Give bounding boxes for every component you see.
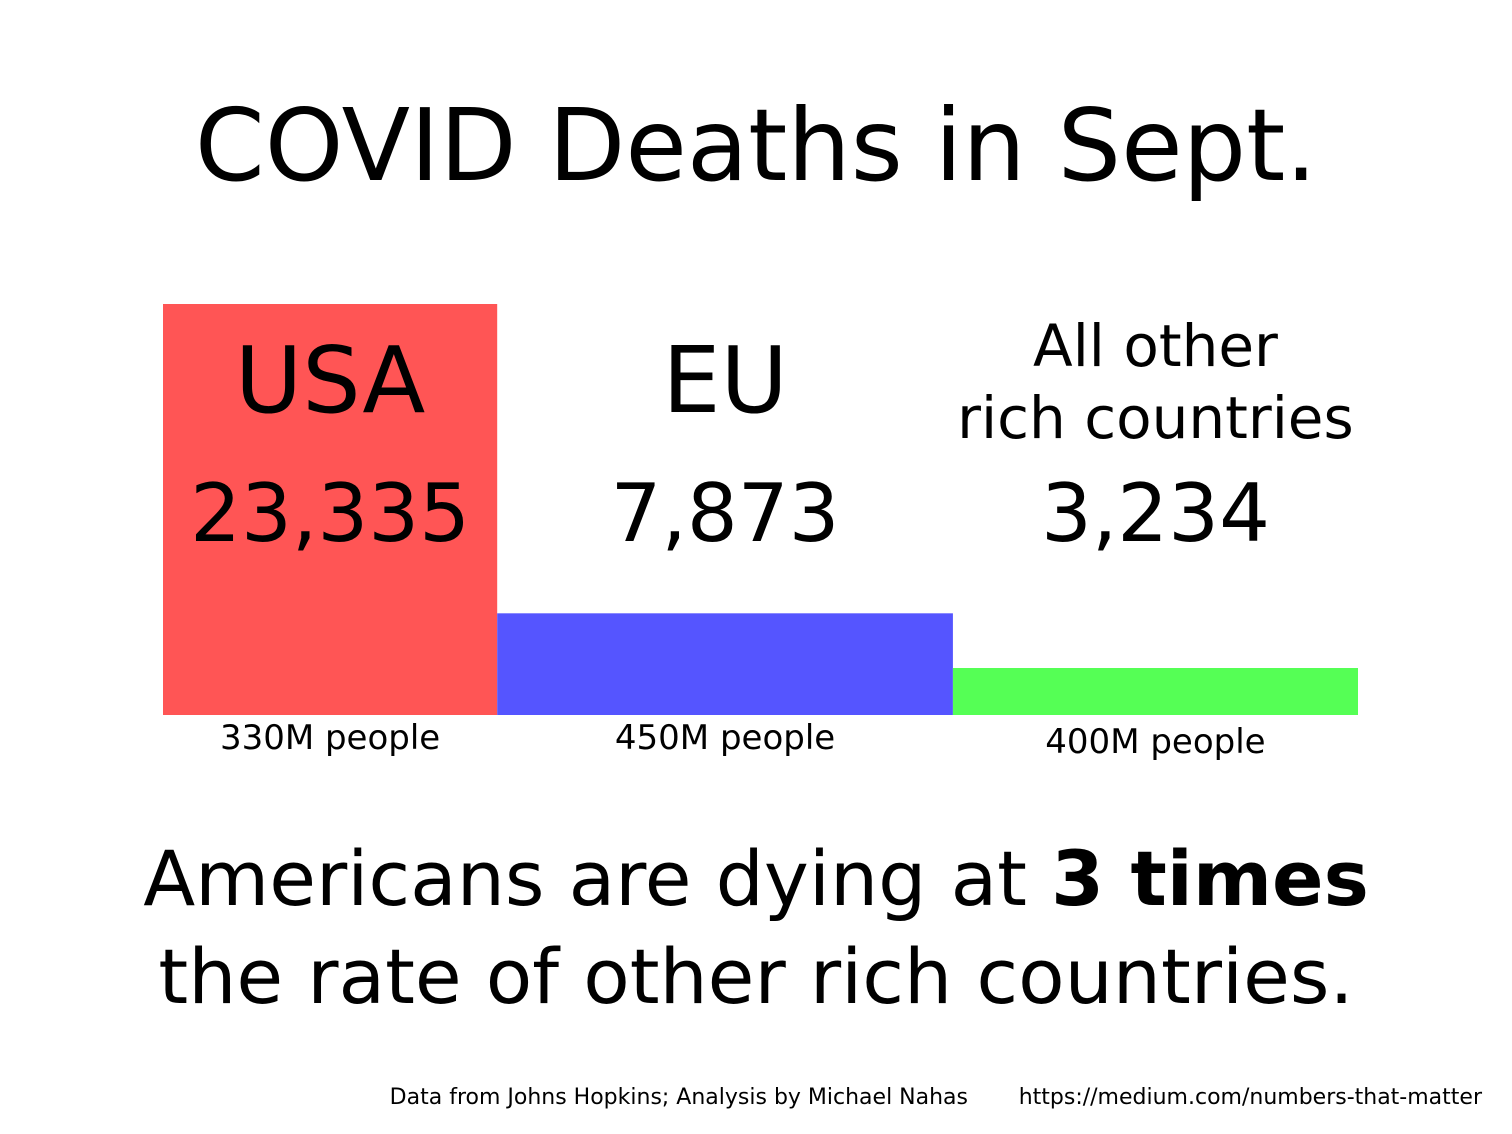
bar-usa <box>163 304 498 715</box>
headline-emphasis: 3 times <box>1051 834 1369 923</box>
footer-url: https://medium.com/numbers-that-matter <box>1019 1085 1483 1110</box>
bar-population-other-rich: 400M people <box>1045 722 1265 762</box>
headline-line-1: Americans are dying at 3 times <box>143 834 1369 923</box>
bar-value-other-rich: 3,234 <box>1041 467 1270 560</box>
bars <box>163 304 1358 715</box>
chart-title: COVID Deaths in Sept. <box>195 87 1317 204</box>
bar-value-eu: 7,873 <box>611 467 840 560</box>
footer-credit: Data from Johns Hopkins; Analysis by Mic… <box>390 1085 968 1110</box>
headline-prefix: Americans are dying at <box>143 834 1051 923</box>
bar-population-eu: 450M people <box>615 718 835 758</box>
bar-population-usa: 330M people <box>220 718 440 758</box>
bar-label-other-rich-line-1: All other <box>1033 312 1278 380</box>
bar-labels: USA 23,335 330M people EU 7,873 450M people Al… <box>190 312 1354 762</box>
headline-line-2: the rate of other rich countries. <box>158 932 1353 1021</box>
bar-label-other-rich-line-2: rich countries <box>957 384 1354 452</box>
bar-eu <box>497 613 953 715</box>
bar-label-eu: EU <box>662 327 787 434</box>
bar-value-usa: 23,335 <box>190 467 470 560</box>
bar-other-rich <box>952 668 1358 715</box>
bar-label-usa: USA <box>235 327 425 434</box>
